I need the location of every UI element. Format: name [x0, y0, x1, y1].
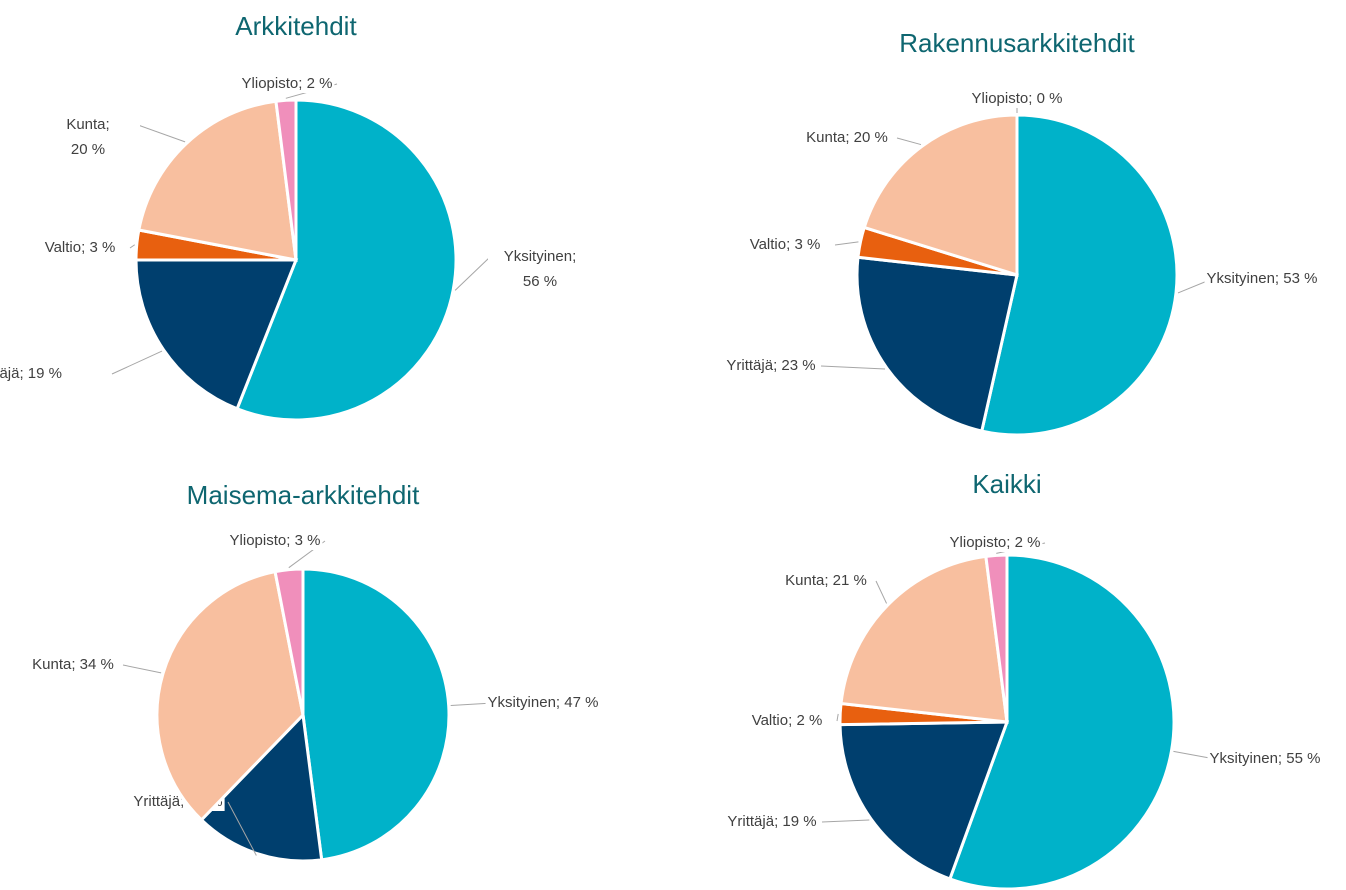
pie-slice — [273, 567, 305, 716]
data-label: Yliopisto; 2 % — [242, 75, 333, 92]
data-label-line: 56 % — [523, 273, 557, 290]
data-label: Yliopisto; 3 % — [230, 532, 321, 549]
label-bg — [1204, 270, 1320, 288]
pie-slice — [855, 255, 1019, 433]
pie-slice — [137, 99, 298, 262]
chart-title: Maisema-arkkitehdit — [187, 480, 420, 510]
chart-title: Arkkitehdit — [235, 11, 357, 41]
leader-line — [122, 664, 162, 674]
label-bg — [488, 245, 592, 295]
leader-line — [111, 350, 163, 375]
leader-line — [821, 819, 870, 823]
chart-title: Kaikki — [972, 469, 1041, 499]
data-label: Yrittäjä; 19 % — [0, 365, 62, 382]
label-bg — [783, 572, 869, 590]
pie-slice — [301, 567, 451, 862]
label-bg — [725, 813, 819, 831]
label-bg — [969, 90, 1065, 108]
leader-line — [834, 241, 859, 246]
label-bg — [1207, 750, 1323, 768]
data-label: Valtio; 3 % — [45, 239, 116, 256]
label-bg — [15, 365, 109, 383]
leader-line — [836, 713, 839, 722]
label-bg — [724, 357, 818, 375]
leader-line — [896, 137, 922, 146]
data-label: Kunta; 20 % — [806, 129, 888, 146]
label-bg — [36, 113, 140, 163]
pie-chart: Rakennusarkkitehdit Yksityinen; 53 % Yritt… — [724, 28, 1320, 437]
data-label: Valtio; 3 % — [750, 236, 821, 253]
label-bg — [947, 534, 1043, 552]
pie-slice — [839, 554, 1009, 724]
label-bg — [749, 712, 825, 730]
data-label: Yrittäjä; 19 % — [727, 813, 816, 830]
leader-line — [129, 244, 136, 249]
label-bg — [804, 129, 890, 147]
label-bg — [485, 694, 601, 712]
pie-slice — [235, 98, 458, 422]
pie-slice — [862, 113, 1019, 278]
data-label: Kunta; 21 % — [785, 572, 867, 589]
data-label: Yksityinen; 55 % — [1210, 750, 1321, 767]
chart-title: Rakennusarkkitehdit — [899, 28, 1135, 58]
data-label-line: Yksityinen; — [504, 248, 577, 265]
leader-line — [820, 365, 886, 370]
data-label: Yliopisto; 2 % — [950, 534, 1041, 551]
data-label: Yksityinen; 53 % — [1207, 270, 1318, 287]
leader-line — [227, 801, 257, 856]
data-label: Yliopisto; 0 % — [972, 90, 1063, 107]
data-label: Kunta; 20 % — [66, 116, 109, 158]
pie-slice — [274, 98, 298, 261]
data-label-line: Kunta; — [66, 116, 109, 133]
data-label: Yrittäjä; 23 % — [726, 357, 815, 374]
data-label: Kunta; 34 % — [32, 656, 114, 673]
pie-slice — [199, 711, 324, 863]
pie-slice — [984, 553, 1009, 723]
leader-line — [137, 124, 186, 143]
data-label: Valtio; 2 % — [752, 712, 823, 729]
pie-slice — [838, 720, 1010, 881]
data-label: Yksityinen; 47 % — [488, 694, 599, 711]
data-label: Yksityinen; 56 % — [504, 248, 577, 290]
pie-slice — [947, 553, 1176, 890]
pie-slice — [979, 113, 1179, 437]
label-bg — [227, 532, 323, 550]
pie-chart: Kaikki Yksityinen; 55 % Yrittäjä; 19 % Valt… — [725, 469, 1323, 890]
pie-chart: Arkkitehdit Yksityinen; 56 % Yrittäjä; 19 %… — [0, 11, 592, 422]
leader-line — [875, 580, 888, 604]
pie-slice — [155, 569, 305, 823]
label-bg — [747, 236, 823, 254]
label-bg — [42, 239, 118, 257]
pie-slice — [134, 258, 299, 411]
label-bg — [239, 75, 335, 93]
data-label-line: 20 % — [71, 141, 105, 158]
leader-line — [454, 256, 491, 291]
label-bg — [30, 656, 116, 674]
